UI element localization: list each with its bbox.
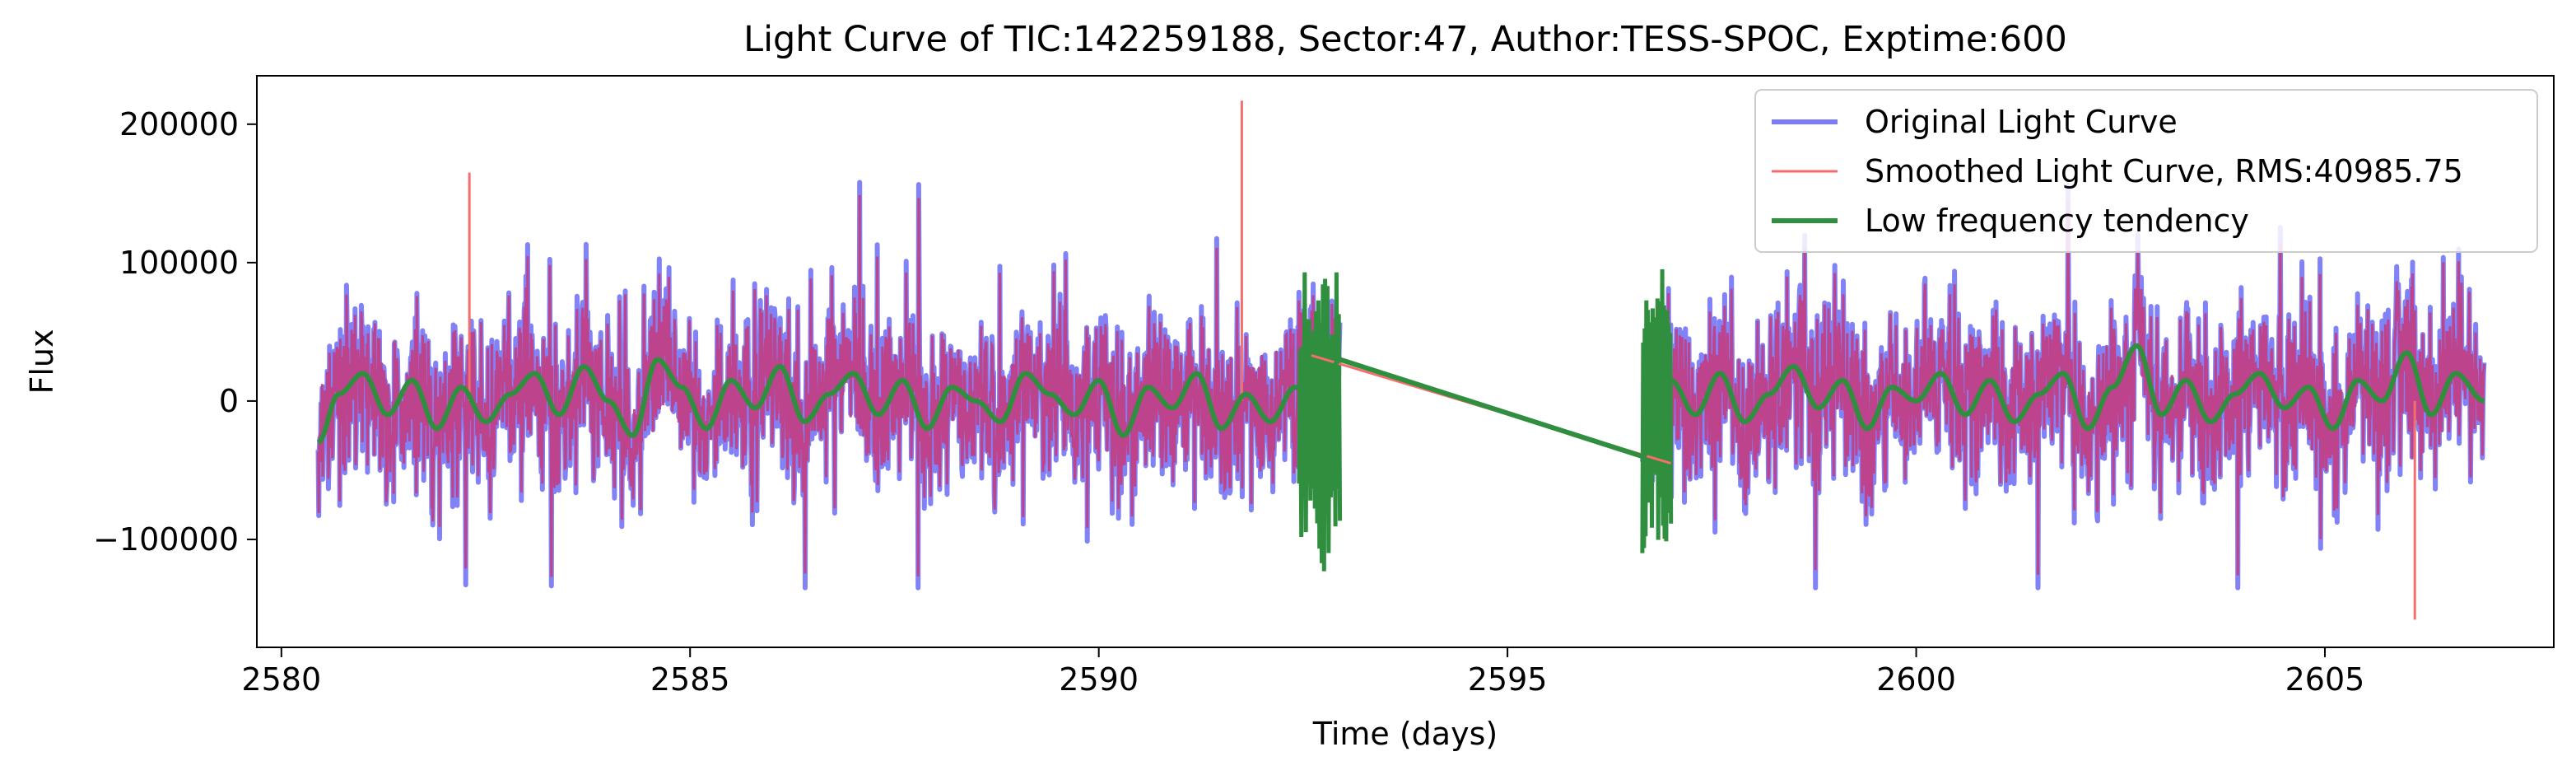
x-tick-label: 2590 [1059,661,1139,698]
trend-gap-bridge [1339,357,1643,459]
series-trend-segment-1 [316,357,1342,445]
y-axis-label: Flux [24,329,60,395]
trend-edge-burst-1 [1297,272,1343,572]
plot-frame [256,75,2555,648]
trend-edge-burst-2 [1640,268,1674,553]
y-tick-label: 100000 [119,245,239,281]
plot-area-marks [315,100,2487,620]
chart-title: Light Curve of TIC:142259188, Sector:47,… [743,19,2067,60]
x-tick-label: 2605 [2285,661,2365,698]
x-tick-label: 2595 [1468,661,1548,698]
series-smoothed-segment-2 [1642,200,2485,576]
legend-label-trend: Low frequency tendency [1865,203,2249,239]
legend-label-original: Original Light Curve [1865,104,2178,140]
legend: Original Light Curve Smoothed Light Curv… [1754,89,2538,253]
legend-box [1754,89,2538,253]
y-axis: −100000 0 100000 200000 [93,106,257,558]
x-tick-label: 2600 [1876,661,1956,698]
y-tick-label: −100000 [93,521,239,558]
x-axis: 2580 2585 2590 2595 2600 2605 [241,647,2364,698]
series-trend-segment-2 [1641,343,2485,459]
y-tick-label: 200000 [119,106,239,142]
x-axis-label: Time (days) [1312,716,1498,752]
series-original-segment-1 [315,180,1343,591]
legend-label-smoothed: Smoothed Light Curve, RMS:40985.75 [1865,153,2463,189]
x-tick-label: 2580 [241,661,321,698]
x-tick-label: 2585 [650,661,730,698]
series-smoothed-segment-1 [317,194,1341,577]
y-tick-label: 0 [219,383,239,419]
